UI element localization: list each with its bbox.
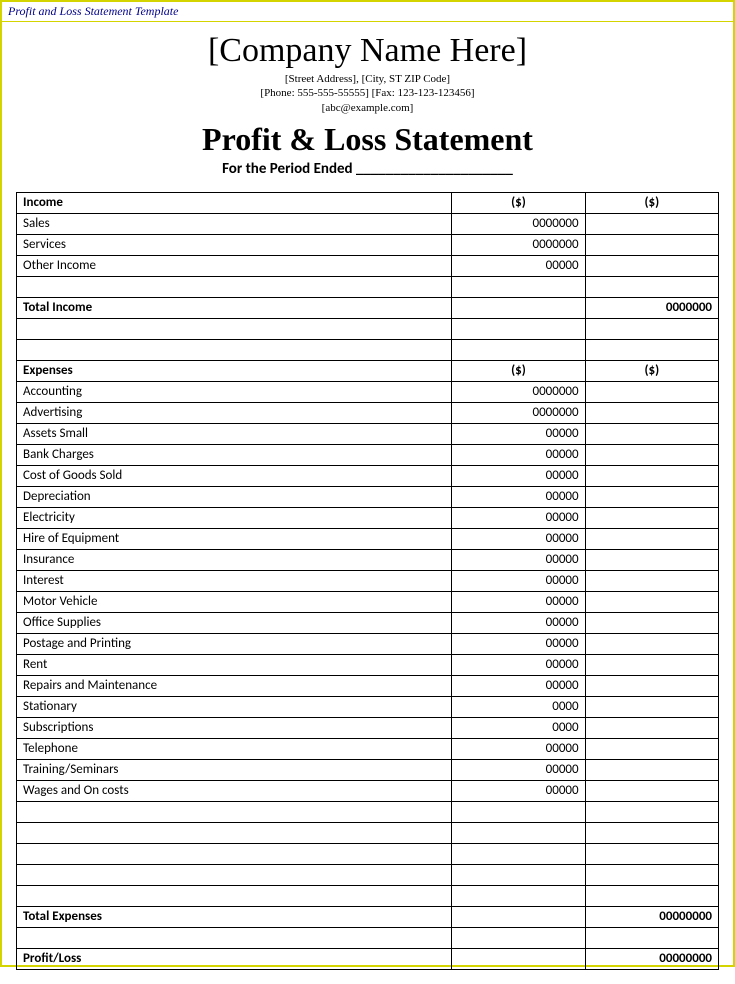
expense-item-amount: 00000 xyxy=(452,612,585,633)
expense-item-amount: 00000 xyxy=(452,738,585,759)
expense-item-label: Training/Seminars xyxy=(17,759,452,780)
income-item-amount: 00000 xyxy=(452,255,585,276)
expense-item-label: Depreciation xyxy=(17,486,452,507)
document-frame: Profit and Loss Statement Template [Comp… xyxy=(0,0,735,967)
currency-header: ($) xyxy=(585,360,718,381)
empty-cell xyxy=(17,801,452,822)
email-line: [abc@example.com] xyxy=(16,101,719,115)
expense-item-amount: 00000 xyxy=(452,465,585,486)
currency-header: ($) xyxy=(585,192,718,213)
total-income-label: Total Income xyxy=(17,297,452,318)
expense-item-amount: 00000 xyxy=(452,423,585,444)
expense-item-amount: 0000 xyxy=(452,696,585,717)
empty-cell xyxy=(17,822,452,843)
expense-item-label: Advertising xyxy=(17,402,452,423)
total-expenses-label: Total Expenses xyxy=(17,906,452,927)
expense-item-amount: 00000 xyxy=(452,570,585,591)
period-label: For the Period Ended xyxy=(222,160,353,178)
profit-loss-label: Profit/Loss xyxy=(17,948,452,969)
expense-item-amount: 0000000 xyxy=(452,402,585,423)
empty-cell xyxy=(17,843,452,864)
template-caption: Profit and Loss Statement Template xyxy=(2,2,733,22)
expense-item-label: Telephone xyxy=(17,738,452,759)
expense-item-amount: 00000 xyxy=(452,444,585,465)
expense-item-amount: 00000 xyxy=(452,633,585,654)
income-item-amount: 0000000 xyxy=(452,213,585,234)
expense-item-label: Office Supplies xyxy=(17,612,452,633)
expense-item-amount: 0000000 xyxy=(452,381,585,402)
expense-item-label: Electricity xyxy=(17,507,452,528)
expense-item-label: Cost of Goods Sold xyxy=(17,465,452,486)
expense-item-amount: 00000 xyxy=(452,780,585,801)
company-name: [Company Name Here] xyxy=(16,32,719,70)
profit-loss-value: 00000000 xyxy=(585,948,718,969)
period-blank: _____________________ xyxy=(356,160,513,178)
empty-cell xyxy=(17,864,452,885)
expense-item-label: Wages and On costs xyxy=(17,780,452,801)
expense-item-amount: 00000 xyxy=(452,591,585,612)
expense-item-amount: 00000 xyxy=(452,507,585,528)
total-income-value: 0000000 xyxy=(585,297,718,318)
expense-item-label: Insurance xyxy=(17,549,452,570)
currency-header: ($) xyxy=(452,360,585,381)
expense-item-amount: 00000 xyxy=(452,549,585,570)
expense-item-label: Motor Vehicle xyxy=(17,591,452,612)
income-header: Income xyxy=(17,192,452,213)
expense-item-label: Hire of Equipment xyxy=(17,528,452,549)
expense-item-label: Interest xyxy=(17,570,452,591)
address-line: [Street Address], [City, ST ZIP Code] xyxy=(16,72,719,86)
company-address-block: [Street Address], [City, ST ZIP Code] [P… xyxy=(16,72,719,115)
expense-item-amount: 0000 xyxy=(452,717,585,738)
income-item-label: Services xyxy=(17,234,452,255)
expense-item-label: Rent xyxy=(17,654,452,675)
expense-item-amount: 00000 xyxy=(452,486,585,507)
expense-item-label: Subscriptions xyxy=(17,717,452,738)
pl-table: Income($)($)Sales0000000Services0000000O… xyxy=(16,192,719,970)
expense-item-label: Repairs and Maintenance xyxy=(17,675,452,696)
income-item-label: Sales xyxy=(17,213,452,234)
statement-title: Profit & Loss Statement xyxy=(16,121,719,158)
expense-item-amount: 00000 xyxy=(452,675,585,696)
income-item-label: Other Income xyxy=(17,255,452,276)
expense-item-label: Accounting xyxy=(17,381,452,402)
expense-item-amount: 00000 xyxy=(452,528,585,549)
period-line: For the Period Ended ___________________… xyxy=(16,160,719,178)
expense-item-label: Bank Charges xyxy=(17,444,452,465)
expense-item-amount: 00000 xyxy=(452,654,585,675)
document-content: [Company Name Here] [Street Address], [C… xyxy=(2,22,733,984)
expenses-header: Expenses xyxy=(17,360,452,381)
expense-item-label: Assets Small xyxy=(17,423,452,444)
income-item-amount: 0000000 xyxy=(452,234,585,255)
total-expenses-value: 00000000 xyxy=(585,906,718,927)
currency-header: ($) xyxy=(452,192,585,213)
empty-cell xyxy=(17,885,452,906)
expense-item-amount: 00000 xyxy=(452,759,585,780)
expense-item-label: Postage and Printing xyxy=(17,633,452,654)
expense-item-label: Stationary xyxy=(17,696,452,717)
contact-line: [Phone: 555-555-55555] [Fax: 123-123-123… xyxy=(16,86,719,100)
